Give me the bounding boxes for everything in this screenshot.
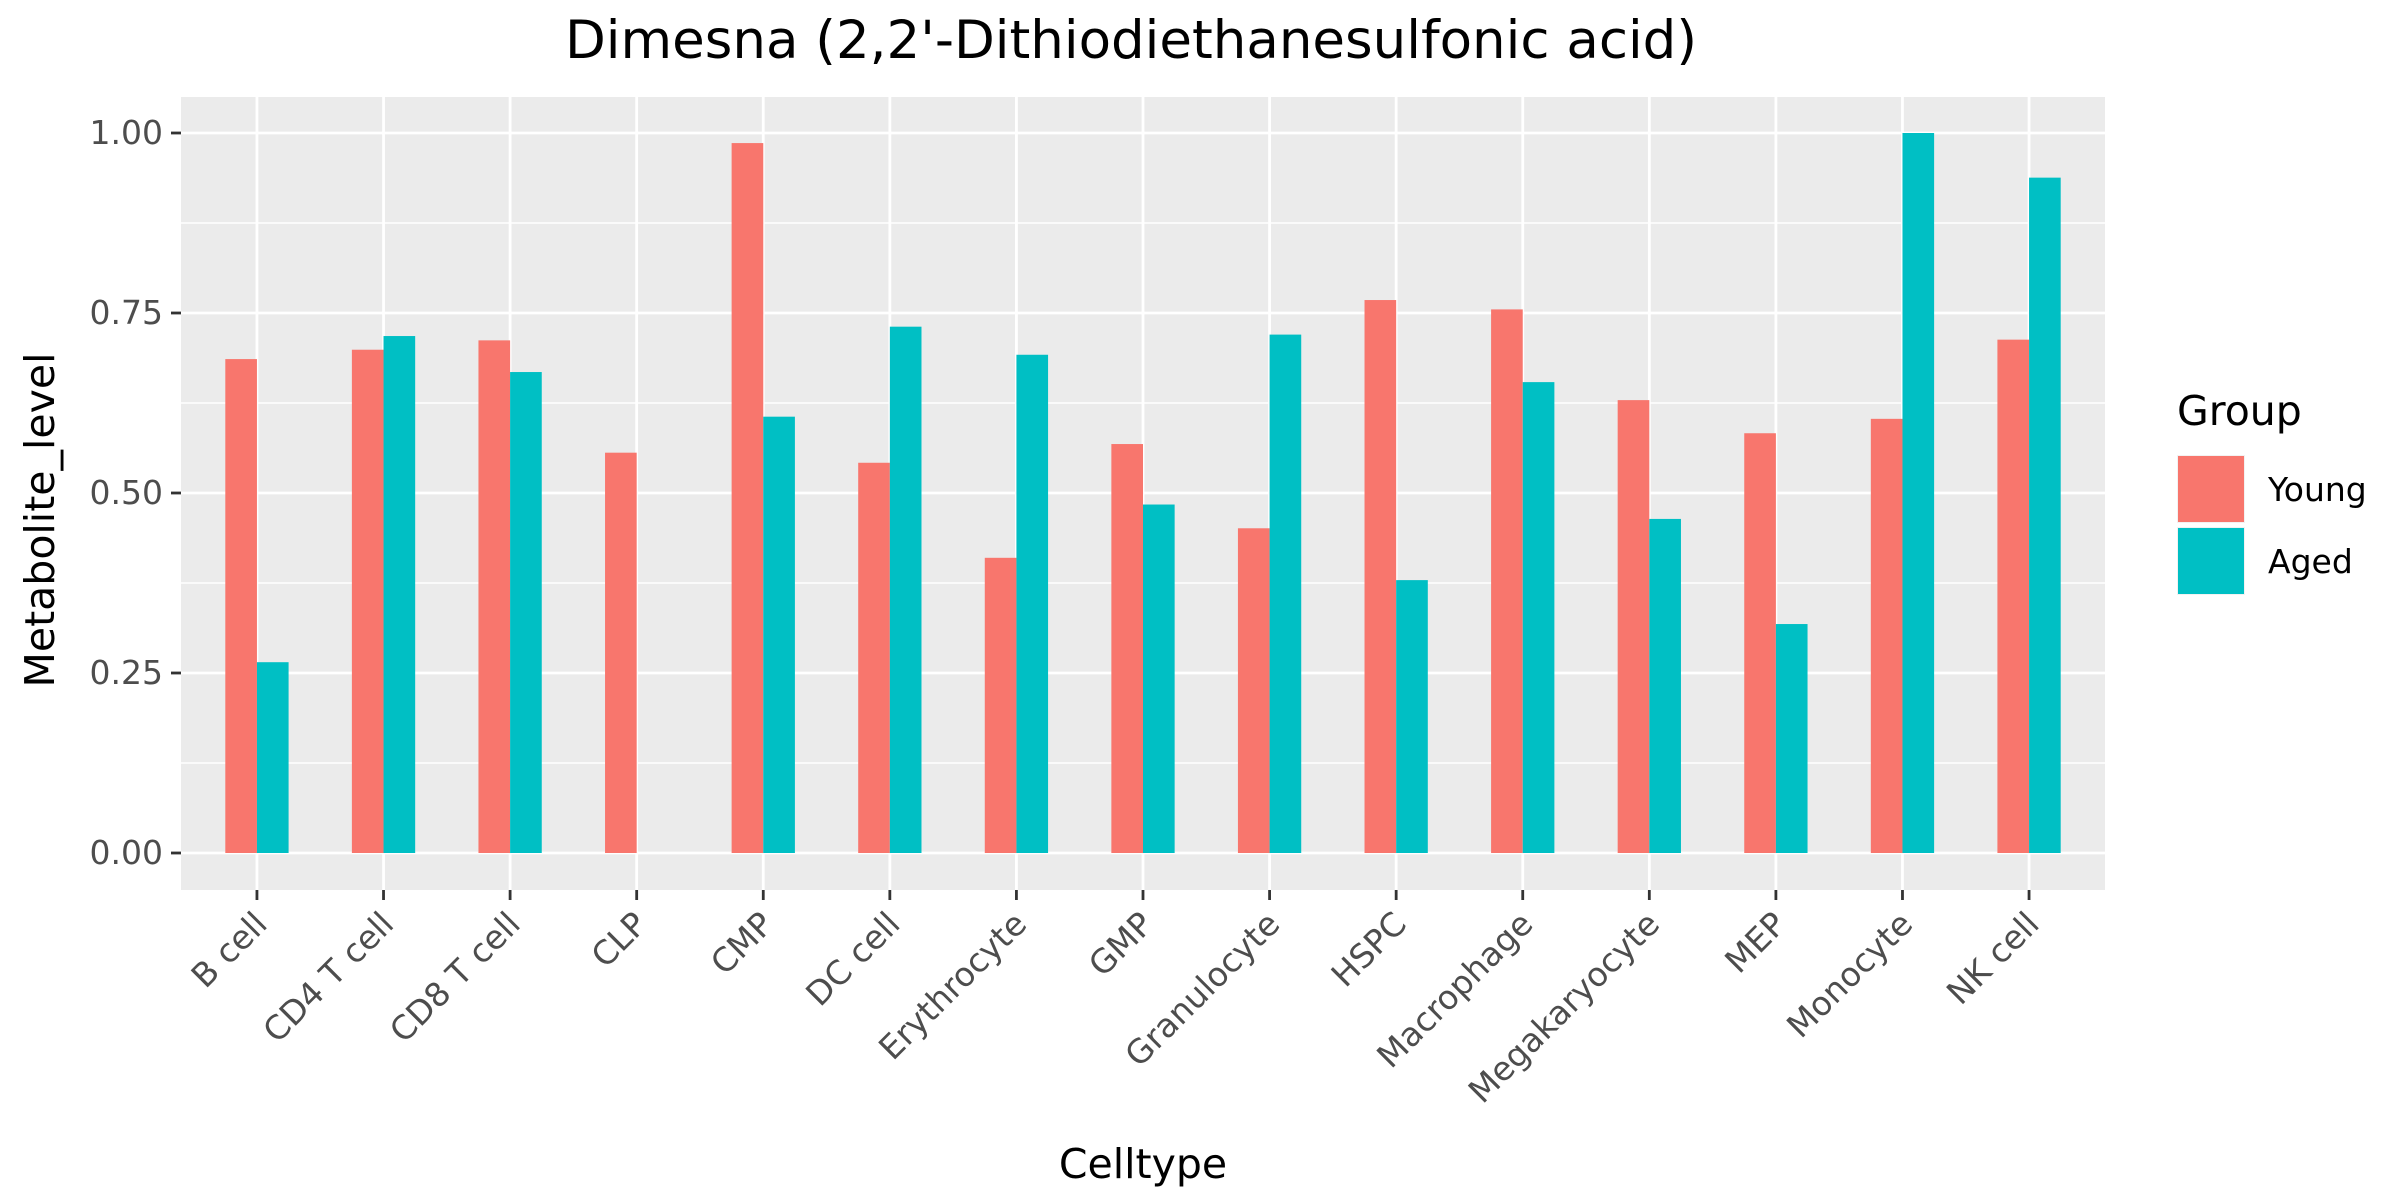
y-axis-title: Metabolite_level [16, 353, 64, 688]
y-axis: 0.00 0.25 0.50 0.75 1.00 [90, 113, 181, 872]
legend: Group Young Aged [2177, 387, 2367, 595]
bar-aged [1775, 624, 1808, 853]
bar-young [1744, 433, 1776, 853]
bar-young [605, 452, 637, 853]
x-tick-label: B cell [183, 904, 274, 995]
chart-title: Dimesna (2,2'-Dithiodiethanesulfonic aci… [565, 10, 1697, 71]
bar-young [858, 462, 890, 853]
x-tick-label: HSPC [1324, 904, 1414, 994]
bar-young [1870, 418, 1903, 853]
legend-swatch-aged [2178, 528, 2244, 594]
bar-aged [1649, 518, 1681, 853]
legend-swatch-young [2178, 456, 2244, 522]
bar-aged [383, 336, 416, 853]
bar-young [478, 340, 511, 853]
bar-aged [256, 662, 289, 853]
legend-title: Group [2177, 387, 2302, 435]
bar-young [984, 557, 1017, 853]
y-tick-label: 1.00 [90, 113, 163, 152]
x-tick-label: GMP [1081, 904, 1161, 984]
bar-aged [1522, 382, 1555, 853]
x-axis-title: Celltype [1059, 1140, 1227, 1188]
y-tick-label: 0.00 [90, 833, 163, 872]
bar-aged [1269, 334, 1302, 854]
x-tick-label: CMP [703, 904, 781, 982]
bar-young [1491, 309, 1523, 853]
bar-aged [763, 416, 795, 853]
bar-aged [1902, 133, 1935, 853]
x-tick-label: Monocyte [1779, 904, 1920, 1045]
legend-items: Young Aged [2177, 455, 2367, 595]
bar-young [1997, 339, 2030, 853]
bar-aged [889, 326, 922, 853]
bar-young [1617, 400, 1650, 853]
legend-label-aged: Aged [2268, 542, 2353, 581]
bar-aged [1143, 504, 1175, 853]
x-tick-label: DC cell [798, 904, 907, 1013]
legend-label-young: Young [2267, 470, 2367, 509]
bars [225, 133, 2061, 854]
x-tick-label: NK cell [1939, 904, 2047, 1012]
bar-young [1237, 528, 1270, 853]
bar-young [1111, 444, 1143, 853]
bar-young [225, 359, 257, 853]
x-tick-label: CD8 T cell [382, 904, 528, 1050]
x-tick-label: CD4 T cell [255, 904, 401, 1050]
y-tick-label: 0.75 [90, 293, 163, 332]
y-tick-label: 0.50 [90, 473, 163, 512]
bar-aged [1396, 580, 1428, 853]
bar-young [1364, 300, 1397, 853]
x-tick-label: MEP [1717, 904, 1794, 981]
x-tick-label: CLP [583, 904, 654, 975]
y-tick-label: 0.25 [90, 653, 163, 692]
bar-aged [510, 372, 542, 853]
bar-aged [1016, 354, 1049, 853]
bar-young [731, 143, 764, 853]
bar-young [351, 349, 384, 853]
bar-aged [2029, 177, 2061, 853]
